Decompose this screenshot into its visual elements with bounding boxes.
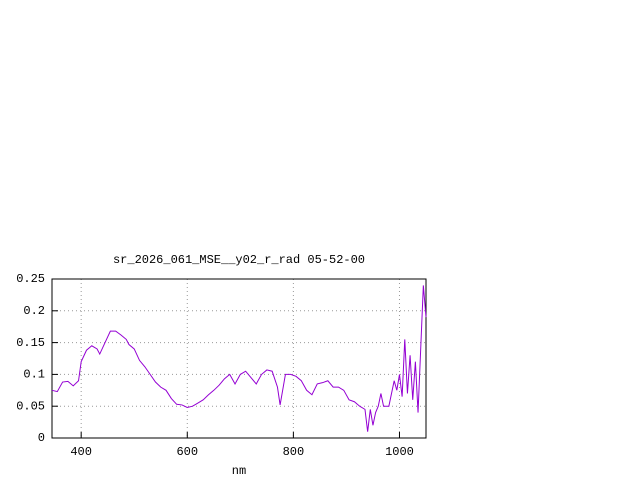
y-tick-label: 0 (38, 431, 45, 445)
x-axis-label: nm (232, 464, 246, 478)
chart-title: sr_2026_061_MSE__y02_r_rad 05-52-00 (113, 253, 365, 267)
y-tick-label: 0.1 (23, 368, 45, 382)
x-tick-label: 400 (70, 445, 92, 459)
x-tick-label: 800 (283, 445, 305, 459)
y-tick-label: 0.15 (16, 336, 45, 350)
y-tick-label: 0.05 (16, 399, 45, 413)
data-line (51, 285, 427, 432)
plot-frame (51, 278, 427, 439)
y-tick-label: 0.25 (16, 272, 45, 286)
y-tick-label: 0.2 (23, 304, 45, 318)
x-tick-label: 600 (176, 445, 198, 459)
x-tick-label: 1000 (385, 445, 414, 459)
